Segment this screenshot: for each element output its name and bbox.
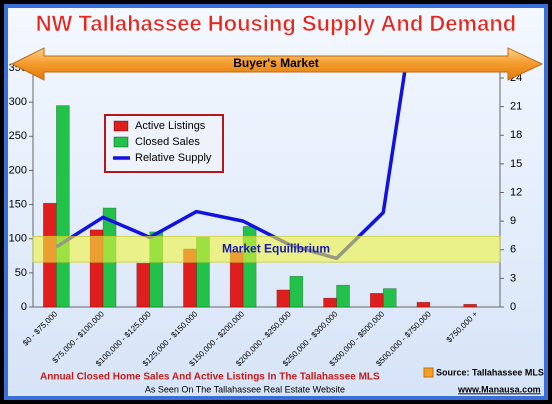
y2-tick-label: 9 bbox=[510, 215, 516, 227]
bar bbox=[336, 284, 350, 308]
y-tick-label: 250 bbox=[9, 130, 27, 142]
legend-label: Closed Sales bbox=[135, 136, 200, 148]
footer-seen-on: As Seen On The Tallahassee Real Estate W… bbox=[145, 384, 345, 394]
bar bbox=[463, 303, 477, 308]
background bbox=[8, 8, 544, 396]
bar bbox=[323, 297, 337, 308]
buyers-market-label: Buyer's Market bbox=[233, 56, 319, 70]
legend-swatch bbox=[113, 120, 129, 132]
equilibrium-label: Market Equilibrium bbox=[222, 241, 330, 255]
y2-tick-label: 21 bbox=[510, 101, 522, 113]
bar bbox=[369, 293, 384, 308]
y-tick-label: 0 bbox=[21, 301, 27, 313]
y2-tick-label: 18 bbox=[510, 129, 522, 141]
equilibrium-band bbox=[32, 235, 501, 263]
y-tick-label: 200 bbox=[9, 164, 27, 176]
y2-tick-label: 3 bbox=[510, 272, 516, 284]
bar bbox=[289, 275, 304, 308]
y2-tick-label: 15 bbox=[510, 158, 522, 170]
legend-label: Active Listings bbox=[135, 120, 206, 132]
y-tick-label: 150 bbox=[9, 198, 27, 210]
bar bbox=[276, 289, 291, 308]
y2-tick-label: 12 bbox=[510, 186, 522, 198]
bar bbox=[56, 105, 70, 308]
footer-caption: Annual Closed Home Sales And Active List… bbox=[40, 372, 380, 383]
line bbox=[55, 62, 408, 261]
y-tick-label: 300 bbox=[9, 96, 27, 108]
footer-website: www.Manausa.com bbox=[457, 384, 541, 394]
source-icon bbox=[423, 367, 434, 378]
chart-title: NW Tallahassee Housing Supply And Demand bbox=[36, 11, 516, 36]
legend-label: Relative Supply bbox=[135, 152, 212, 164]
legend: Active Listings Closed Sales Relative Supp… bbox=[104, 114, 224, 173]
footer-source: Source: Tallahassee MLS bbox=[436, 367, 544, 377]
y2-tick-label: 0 bbox=[510, 301, 516, 313]
buyers-market-arrow bbox=[10, 47, 544, 81]
bar bbox=[382, 288, 397, 308]
y-tick-label: 100 bbox=[9, 233, 27, 245]
legend-swatch bbox=[113, 136, 129, 148]
y-tick-label: 50 bbox=[15, 267, 27, 279]
bar bbox=[136, 262, 151, 308]
bar bbox=[416, 301, 431, 308]
y2-tick-label: 6 bbox=[510, 244, 516, 256]
